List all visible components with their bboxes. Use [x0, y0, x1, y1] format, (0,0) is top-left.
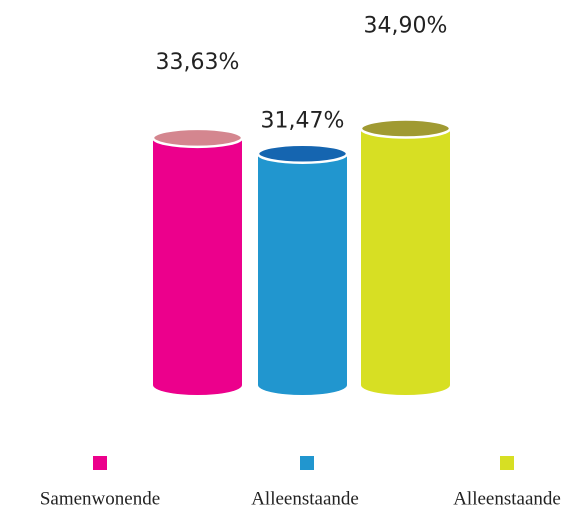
cylinder	[361, 128, 450, 396]
category-label: Alleenstaande	[251, 488, 359, 509]
cylinder	[153, 137, 242, 395]
value-label: 31,47%	[261, 109, 345, 134]
legend-swatch	[500, 456, 514, 470]
value-label: 33,63%	[156, 50, 240, 75]
cylinder-top	[359, 118, 452, 139]
category-label: Alleenstaande	[453, 488, 561, 509]
legend-swatch	[93, 456, 107, 470]
value-label: 34,90%	[364, 13, 448, 38]
cylinder-top	[151, 127, 244, 149]
legend-swatch	[300, 456, 314, 470]
category-label: Samenwonende	[40, 488, 160, 509]
cylinder-top	[256, 143, 349, 164]
cylinder	[258, 153, 347, 395]
